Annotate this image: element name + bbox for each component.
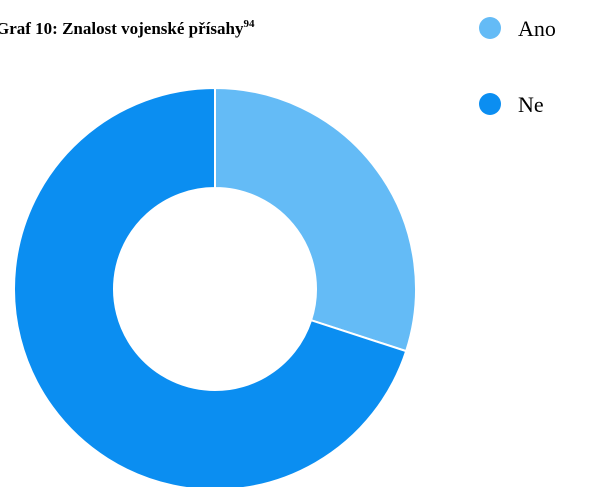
pie-slice — [13, 86, 408, 487]
legend-swatch — [479, 93, 501, 115]
legend-text: Ano — [518, 16, 556, 41]
legend-text: Ne — [518, 92, 544, 117]
chart-title: Graf 10: Znalost vojenské přísahy — [0, 19, 244, 38]
legend-swatch — [479, 17, 501, 39]
pie-slice — [214, 86, 417, 353]
chart-title-line: Graf 10: Znalost vojenské přísahy94 — [0, 18, 255, 38]
title-superscript: 94 — [243, 18, 255, 30]
